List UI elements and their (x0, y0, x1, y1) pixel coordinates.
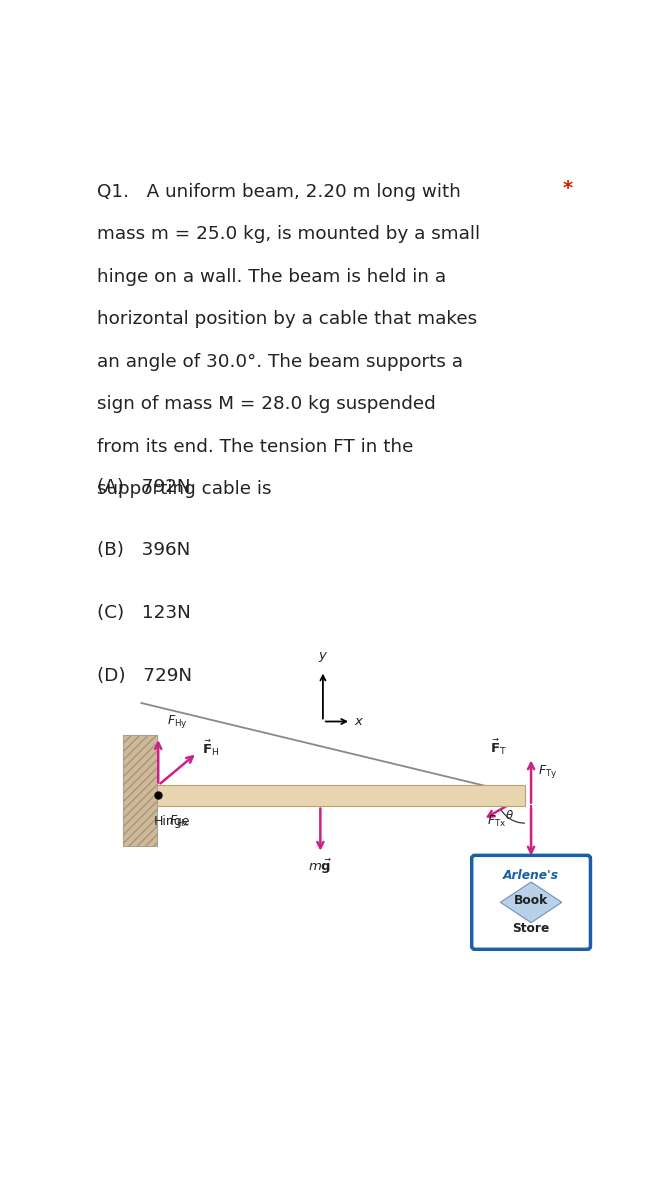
Text: (D)   729N: (D) 729N (97, 667, 192, 685)
Text: $x$: $x$ (354, 715, 364, 728)
FancyBboxPatch shape (472, 856, 591, 949)
Bar (123, 736, 156, 846)
Text: Arlene's: Arlene's (503, 869, 559, 882)
Text: sign of mass M = 28.0 kg suspended: sign of mass M = 28.0 kg suspended (97, 395, 436, 413)
Polygon shape (500, 882, 562, 923)
Text: Hinge: Hinge (154, 815, 191, 828)
Text: $F_{\mathsf{Ty}}$: $F_{\mathsf{Ty}}$ (538, 763, 557, 780)
Text: supporting cable is: supporting cable is (97, 480, 271, 498)
Text: $\mathbf{\vec{F}}_{\mathsf{T}}$: $\mathbf{\vec{F}}_{\mathsf{T}}$ (490, 738, 508, 757)
Bar (156, 785, 525, 805)
Text: Book: Book (514, 894, 548, 907)
Text: hinge on a wall. The beam is held in a: hinge on a wall. The beam is held in a (97, 268, 446, 286)
Text: horizontal position by a cable that makes: horizontal position by a cable that make… (97, 311, 477, 329)
Text: mass m = 25.0 kg, is mounted by a small: mass m = 25.0 kg, is mounted by a small (97, 226, 480, 244)
Bar (123, 736, 156, 846)
Text: $y$: $y$ (317, 650, 328, 664)
Text: *: * (562, 179, 572, 198)
Text: $F_{\mathsf{Hy}}$: $F_{\mathsf{Hy}}$ (168, 713, 188, 730)
Text: Store: Store (512, 922, 550, 935)
Text: (A)   792N: (A) 792N (97, 479, 190, 497)
Text: (B)   396N: (B) 396N (97, 541, 190, 559)
Text: $m\mathbf{\vec{g}}$: $m\mathbf{\vec{g}}$ (308, 858, 333, 876)
Text: $\theta$: $\theta$ (505, 809, 514, 822)
Text: $\mathbf{\vec{F}}_{\mathsf{H}}$: $\mathbf{\vec{F}}_{\mathsf{H}}$ (202, 738, 219, 758)
Text: $M\mathbf{\vec{g}}$: $M\mathbf{\vec{g}}$ (538, 860, 560, 878)
Text: an angle of 30.0°. The beam supports a: an angle of 30.0°. The beam supports a (97, 353, 463, 371)
Text: Q1.   A uniform beam, 2.20 m long with: Q1. A uniform beam, 2.20 m long with (97, 182, 461, 200)
Text: $F_{\mathsf{Tx}}$: $F_{\mathsf{Tx}}$ (487, 814, 506, 829)
Text: $F_{\mathsf{Hx}}$: $F_{\mathsf{Hx}}$ (170, 814, 190, 829)
Text: from its end. The tension FT in the: from its end. The tension FT in the (97, 438, 413, 456)
Text: (C)   123N: (C) 123N (97, 604, 191, 622)
